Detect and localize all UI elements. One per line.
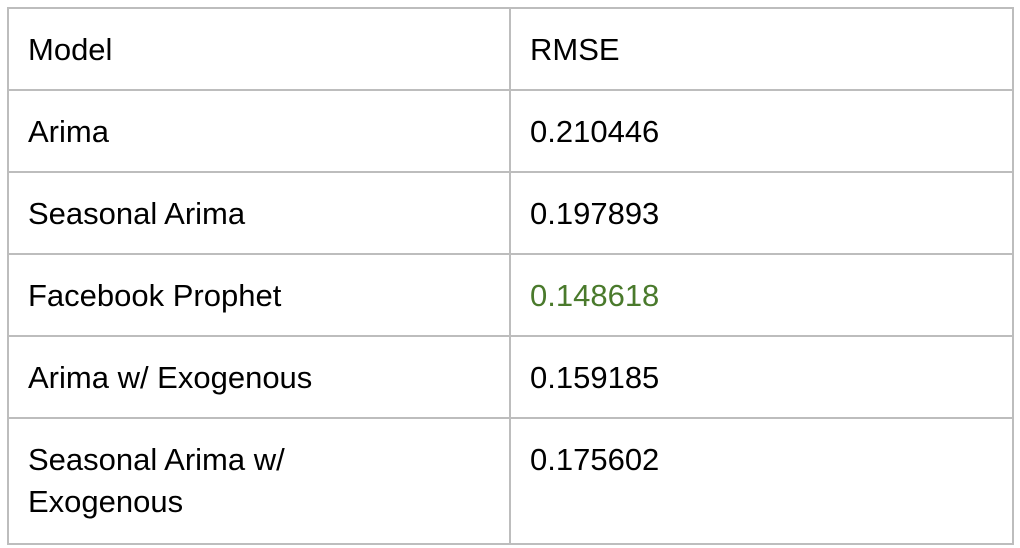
rmse-cell: 0.210446 [509,89,1014,173]
model-name-line-2: Exogenous [28,484,184,519]
rmse-cell: 0.175602 [509,417,1014,545]
table-row: Arima 0.210446 [7,89,1014,173]
model-cell: Seasonal Arima [7,171,511,255]
table-row: Arima w/ Exogenous 0.159185 [7,335,1014,419]
model-cell: Arima w/ Exogenous [7,335,511,419]
model-cell: Facebook Prophet [7,253,511,337]
rmse-cell: 0.159185 [509,335,1014,419]
table-row: Seasonal Arima w/ Exogenous 0.175602 [7,417,1014,545]
rmse-cell-best: 0.148618 [509,253,1014,337]
model-cell: Seasonal Arima w/ Exogenous [7,417,511,545]
header-model: Model [7,7,511,91]
table-row: Facebook Prophet 0.148618 [7,253,1014,337]
table-header-row: Model RMSE [7,7,1014,91]
rmse-table: Model RMSE Arima 0.210446 Seasonal Arima… [7,7,1014,545]
rmse-cell: 0.197893 [509,171,1014,255]
model-name-line-1: Seasonal Arima w/ [28,442,285,477]
table-row: Seasonal Arima 0.197893 [7,171,1014,255]
header-rmse: RMSE [509,7,1014,91]
model-cell: Arima [7,89,511,173]
